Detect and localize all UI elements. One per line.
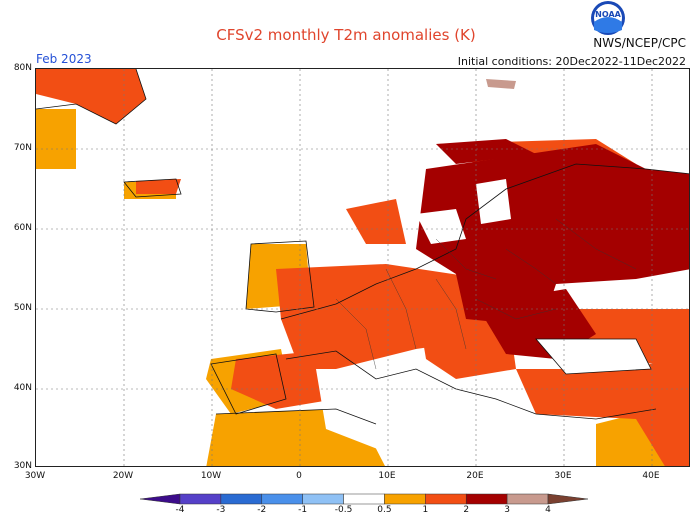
svg-text:NOAA: NOAA <box>595 10 621 19</box>
colorbar-tick-label: 0.5 <box>377 505 392 515</box>
colorbar-bin <box>547 493 589 505</box>
colorbar-bin <box>384 493 426 505</box>
colorbar-bin <box>261 493 303 505</box>
colorbar-bin <box>179 493 222 505</box>
colorbar-bin <box>343 493 385 505</box>
lon-label-10e: 10E <box>378 471 396 481</box>
colorbar-tick-label: -0.5 <box>334 505 353 515</box>
chart-title: CFSv2 monthly T2m anomalies (K) <box>216 26 476 44</box>
anomaly-map <box>35 68 690 467</box>
lat-label-80n: 80N <box>13 63 32 73</box>
lat-label-30n: 30N <box>13 461 32 471</box>
lon-label-20w: 20W <box>112 471 134 481</box>
lon-label-40e: 40E <box>642 471 660 481</box>
month-label: Feb 2023 <box>36 52 92 66</box>
colorbar-tick-label: -1 <box>298 505 308 515</box>
lon-label-30e: 30E <box>554 471 572 481</box>
colorbar-bin <box>220 493 263 505</box>
colorbar-tick-label: 3 <box>504 505 510 515</box>
lat-label-40n: 40N <box>13 383 32 393</box>
colorbar <box>139 493 589 505</box>
lat-label-50n: 50N <box>13 303 32 313</box>
initial-conditions-label: Initial conditions: 20Dec2022-11Dec2022 <box>457 55 686 68</box>
anomaly-neutral-regions <box>316 179 651 464</box>
colorbar-tick-label: -3 <box>216 505 226 515</box>
lon-label-20e: 20E <box>466 471 484 481</box>
colorbar-tick-label: 4 <box>545 505 551 515</box>
colorbar-tick-label: 2 <box>463 505 470 515</box>
colorbar-tick-label: -4 <box>175 505 185 515</box>
colorbar-bin <box>465 493 508 505</box>
colorbar-bin <box>425 493 467 505</box>
lon-label-30w: 30W <box>24 471 46 481</box>
noaa-logo: NOAA <box>591 1 625 35</box>
graticule <box>36 69 689 466</box>
anomaly-rosy-regions <box>486 79 516 89</box>
colorbar-bin <box>506 493 549 505</box>
lat-label-60n: 60N <box>13 223 32 233</box>
colorbar-bin <box>302 493 344 505</box>
agency-label: NWS/NCEP/CPC <box>593 36 686 50</box>
lon-label-10w: 10W <box>200 471 222 481</box>
map-canvas <box>36 69 689 466</box>
lat-label-70n: 70N <box>13 143 32 153</box>
colorbar-bin <box>139 493 181 505</box>
lon-label-0: 0 <box>296 471 302 481</box>
colorbar-tick-label: -2 <box>257 505 267 515</box>
colorbar-tick-label: 1 <box>422 505 429 515</box>
